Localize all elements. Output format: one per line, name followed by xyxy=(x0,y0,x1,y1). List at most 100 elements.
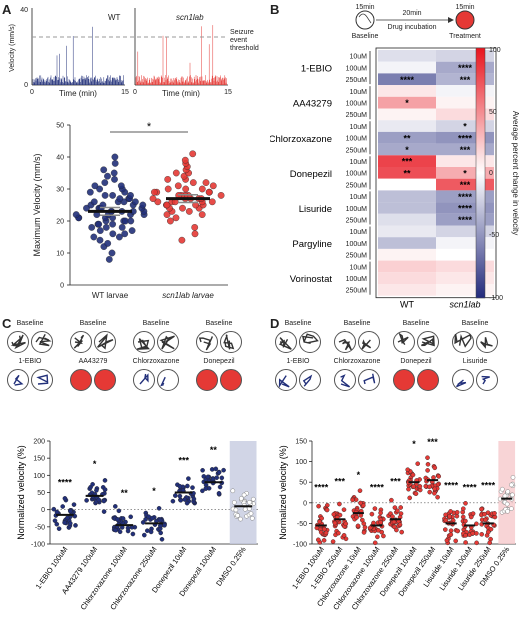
data-point xyxy=(104,172,111,180)
data-point xyxy=(389,497,394,503)
baseline-label: Baseline xyxy=(403,320,430,327)
data-point xyxy=(474,521,479,527)
heatmap-cell xyxy=(378,190,436,203)
cell-significance: ** xyxy=(403,168,411,178)
data-point xyxy=(73,523,78,528)
data-point xyxy=(102,487,108,492)
data-point xyxy=(432,486,437,492)
ytick-label: 0 xyxy=(41,507,45,514)
data-point xyxy=(230,488,236,494)
data-point xyxy=(110,169,118,177)
ytick-label: 0 xyxy=(60,283,64,290)
dose-label: 250uM xyxy=(346,112,368,119)
velocity-trace-scn1lab: 0 15 Time (min) scn1lab xyxy=(133,8,232,98)
data-point xyxy=(357,488,363,493)
data-point xyxy=(431,475,436,480)
treatment-well-icon xyxy=(417,369,439,391)
data-point xyxy=(96,497,102,503)
data-point xyxy=(127,217,135,225)
data-point xyxy=(116,195,124,203)
data-point xyxy=(158,530,163,536)
data-point xyxy=(488,526,494,532)
data-point xyxy=(117,529,123,535)
cell-significance: **** xyxy=(458,215,473,225)
drug-label: Vorinostat xyxy=(290,274,333,285)
treatment-track xyxy=(340,374,351,388)
trace-mut-x0: 0 xyxy=(133,89,137,96)
data-point xyxy=(166,217,174,225)
baseline-track xyxy=(35,333,52,347)
heatmap-cell xyxy=(378,120,436,132)
data-point xyxy=(62,520,67,525)
heatmap-cell xyxy=(378,61,436,74)
baseline-track xyxy=(454,333,472,348)
heatmap-cell xyxy=(436,50,494,62)
velocity-trace-path xyxy=(135,25,227,85)
panel-b-letter: B xyxy=(270,2,280,17)
significance-label: * xyxy=(412,439,416,449)
treatment-well-icon xyxy=(275,369,297,391)
baseline-track xyxy=(338,338,352,351)
heatmap-cell xyxy=(378,225,436,238)
treatment-well-icon xyxy=(157,369,179,391)
data-point xyxy=(170,498,176,504)
heatmap-cell xyxy=(436,143,494,156)
data-point xyxy=(398,505,403,510)
baseline-label: Baseline xyxy=(143,320,170,327)
data-point xyxy=(101,498,107,504)
protocol-schematic: 15min Baseline 20min Drug incubation 15m… xyxy=(352,4,481,40)
data-point xyxy=(217,191,225,199)
data-point xyxy=(71,502,77,507)
baseline-label: Baseline xyxy=(17,320,44,327)
data-point xyxy=(238,496,244,501)
heatmap-cell xyxy=(436,225,494,238)
heatmap-cell xyxy=(378,202,436,214)
data-point xyxy=(217,484,223,490)
ytick-label: 150 xyxy=(33,456,45,463)
data-point xyxy=(111,159,119,167)
velocity-trace-path xyxy=(32,26,124,85)
baseline-time: 15min xyxy=(355,4,374,11)
cell-significance: **** xyxy=(400,75,415,85)
data-point xyxy=(238,516,243,522)
data-point xyxy=(111,175,118,183)
significance-label: ** xyxy=(121,488,129,498)
significance-label: **** xyxy=(314,482,329,492)
max-velocity-ylabel: Maximum Velocity (mm/s) xyxy=(32,153,42,256)
data-point xyxy=(102,478,108,483)
data-point xyxy=(463,500,468,506)
data-point xyxy=(474,540,479,546)
data-point xyxy=(319,515,325,521)
data-point xyxy=(322,526,327,532)
data-point xyxy=(355,523,361,529)
heatmap-cell xyxy=(378,248,436,261)
data-point xyxy=(361,530,367,535)
data-point xyxy=(102,223,110,231)
data-point xyxy=(177,493,183,499)
data-point xyxy=(198,211,206,219)
data-point xyxy=(105,255,113,263)
data-point xyxy=(162,522,167,528)
data-point xyxy=(144,528,150,533)
cell-significance: *** xyxy=(460,145,471,155)
trace-ylabel: Velocity (mm/s) xyxy=(9,24,16,72)
colorbar xyxy=(475,47,486,299)
data-point xyxy=(470,511,476,516)
data-point xyxy=(487,540,492,546)
data-point xyxy=(131,198,139,206)
ytick-label: 40 xyxy=(56,155,64,162)
data-point xyxy=(502,493,508,499)
dose-label: 250uM xyxy=(346,253,368,260)
data-point xyxy=(463,533,468,538)
cell-significance: **** xyxy=(458,192,473,202)
treatment-label: Treatment xyxy=(449,33,481,40)
heatmap-cell xyxy=(378,96,436,109)
data-point xyxy=(94,488,99,493)
significance-label: * xyxy=(357,470,361,480)
data-point xyxy=(128,514,133,520)
data-point xyxy=(189,179,197,187)
drug-label: AA43279 xyxy=(293,99,332,110)
heatmap-cell xyxy=(436,260,494,273)
data-point xyxy=(425,468,430,473)
data-point xyxy=(172,493,178,498)
